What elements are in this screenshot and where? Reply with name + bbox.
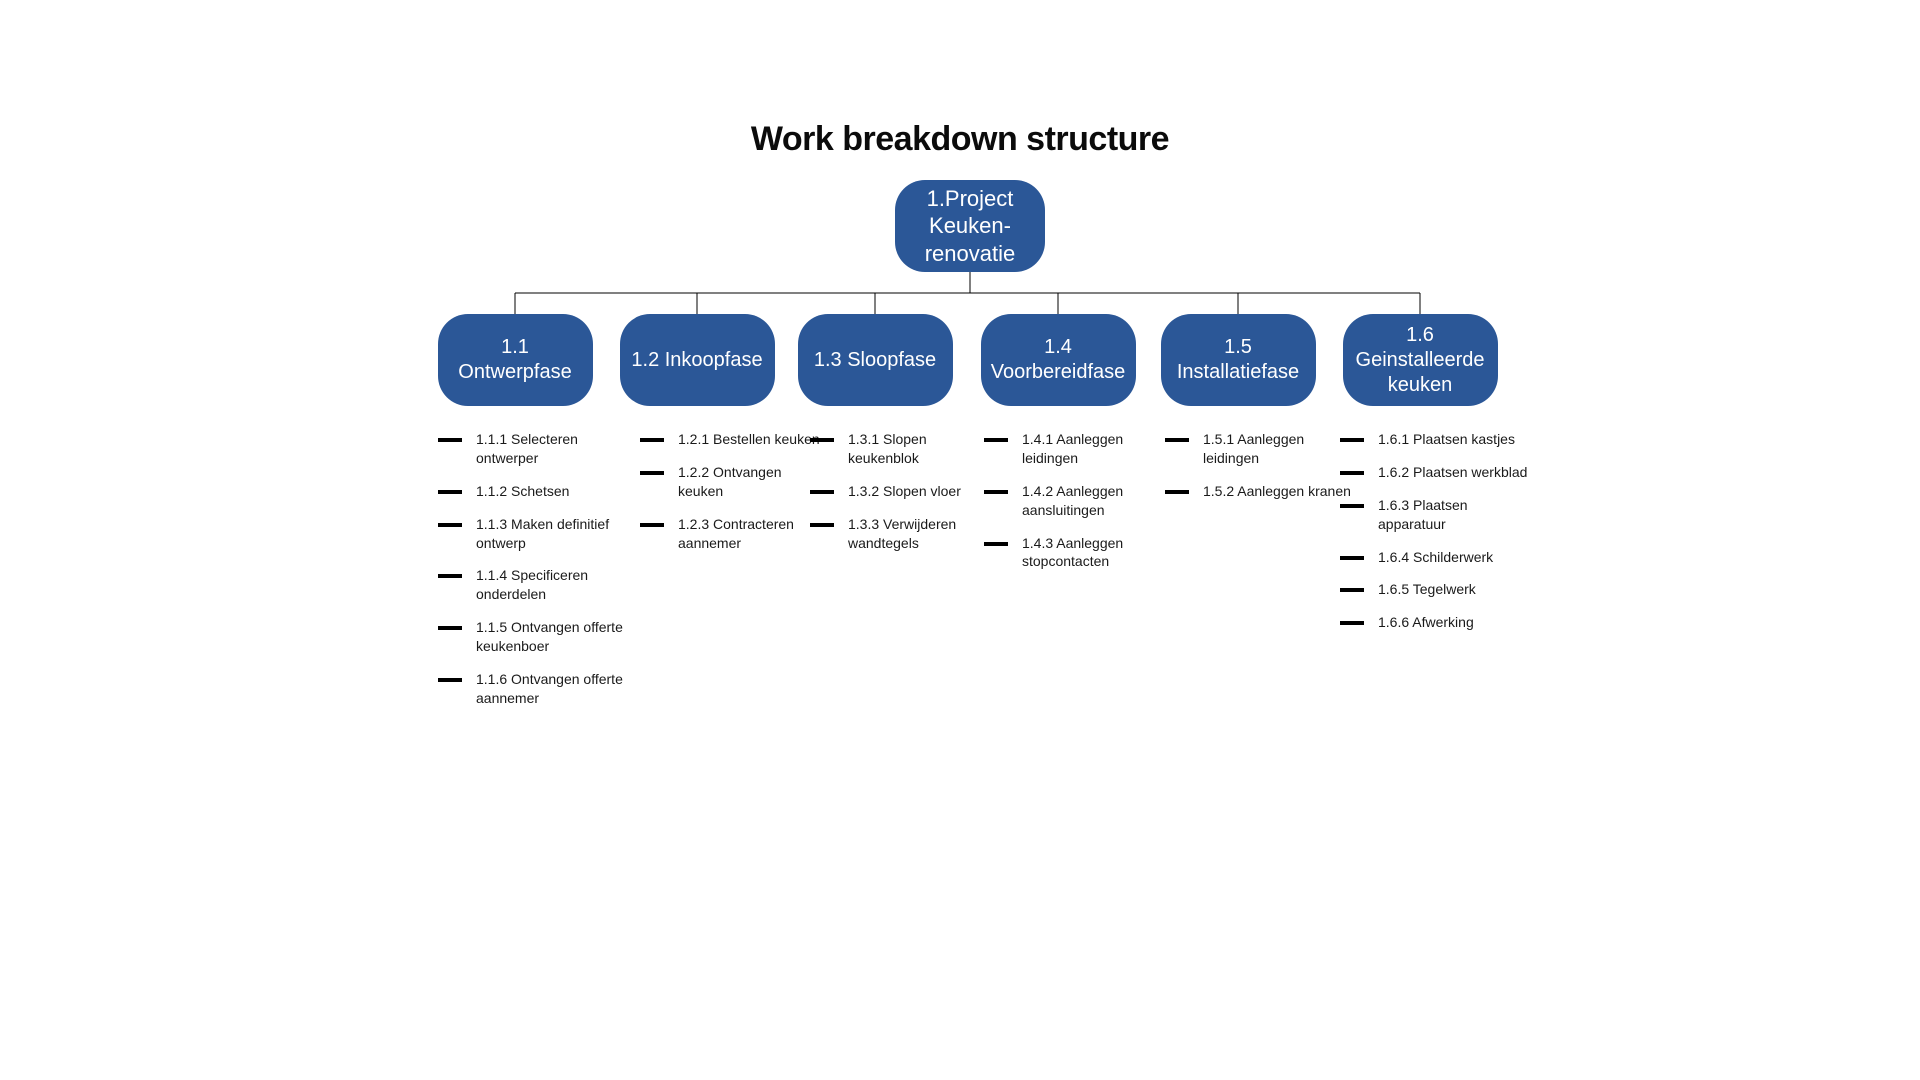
task-row: 1.5.2 Aanleggen kranen xyxy=(1165,482,1355,501)
bullet-icon xyxy=(640,471,664,475)
task-row: 1.4.3 Aanleggen stopcontacten xyxy=(984,534,1174,572)
task-text: 1.2.3 Contracteren aannemer xyxy=(678,515,830,553)
bullet-icon xyxy=(810,490,834,494)
task-text: 1.1.1 Selecteren ontwerper xyxy=(476,430,628,468)
phase-node-1.4: 1.4 Voorbereidfase xyxy=(981,314,1136,406)
task-list-1.5: 1.5.1 Aanleggen leidingen 1.5.2 Aanleggen… xyxy=(1165,430,1355,515)
task-row: 1.2.1 Bestellen keuken xyxy=(640,430,830,449)
task-list-1.6: 1.6.1 Plaatsen kastjes 1.6.2 Plaatsen wer… xyxy=(1340,430,1530,646)
task-text: 1.1.5 Ontvangen offerte keukenboer xyxy=(476,618,628,656)
bullet-icon xyxy=(438,574,462,578)
task-list-1.4: 1.4.1 Aanleggen leidingen 1.4.2 Aanleggen… xyxy=(984,430,1174,585)
task-text: 1.1.2 Schetsen xyxy=(476,482,569,501)
wbs-canvas: Work breakdown structure 1.Project Keuke… xyxy=(240,0,1680,1080)
task-row: 1.3.3 Verwijderen wandtegels xyxy=(810,515,1000,553)
phase-node-label: 1.5 Installatiefase xyxy=(1171,335,1306,385)
task-text: 1.6.1 Plaatsen kastjes xyxy=(1378,430,1515,449)
task-row: 1.4.1 Aanleggen leidingen xyxy=(984,430,1174,468)
task-text: 1.6.4 Schilderwerk xyxy=(1378,548,1493,567)
bullet-icon xyxy=(810,438,834,442)
task-text: 1.2.2 Ontvangen keuken xyxy=(678,463,830,501)
phase-node-label: 1.3 Sloopfase xyxy=(814,348,936,373)
bullet-icon xyxy=(438,438,462,442)
task-row: 1.6.6 Afwerking xyxy=(1340,613,1530,632)
task-text: 1.4.1 Aanleggen leidingen xyxy=(1022,430,1174,468)
task-row: 1.6.3 Plaatsen apparatuur xyxy=(1340,496,1530,534)
root-node-label: 1.Project Keuken-renovatie xyxy=(905,185,1035,268)
task-list-1.1: 1.1.1 Selecteren ontwerper 1.1.2 Schetsen… xyxy=(438,430,628,722)
task-text: 1.2.1 Bestellen keuken xyxy=(678,430,820,449)
bullet-icon xyxy=(1340,588,1364,592)
task-list-1.2: 1.2.1 Bestellen keuken 1.2.2 Ontvangen ke… xyxy=(640,430,830,566)
task-row: 1.2.2 Ontvangen keuken xyxy=(640,463,830,501)
task-row: 1.6.1 Plaatsen kastjes xyxy=(1340,430,1530,449)
task-row: 1.2.3 Contracteren aannemer xyxy=(640,515,830,553)
phase-node-1.3: 1.3 Sloopfase xyxy=(798,314,953,406)
task-row: 1.5.1 Aanleggen leidingen xyxy=(1165,430,1355,468)
bullet-icon xyxy=(1340,504,1364,508)
task-text: 1.5.2 Aanleggen kranen xyxy=(1203,482,1351,501)
phase-node-label: 1.6 Geinstalleerde keuken xyxy=(1353,323,1488,398)
task-text: 1.6.2 Plaatsen werkblad xyxy=(1378,463,1527,482)
bullet-icon xyxy=(640,523,664,527)
phase-node-1.1: 1.1 Ontwerpfase xyxy=(438,314,593,406)
task-row: 1.1.6 Ontvangen offerte aannemer xyxy=(438,670,628,708)
task-row: 1.1.5 Ontvangen offerte keukenboer xyxy=(438,618,628,656)
task-text: 1.1.3 Maken definitief ontwerp xyxy=(476,515,628,553)
task-row: 1.6.2 Plaatsen werkblad xyxy=(1340,463,1530,482)
task-text: 1.3.3 Verwijderen wandtegels xyxy=(848,515,1000,553)
bullet-icon xyxy=(1165,438,1189,442)
bullet-icon xyxy=(1165,490,1189,494)
phase-node-label: 1.1 Ontwerpfase xyxy=(448,335,583,385)
task-row: 1.6.5 Tegelwerk xyxy=(1340,580,1530,599)
task-row: 1.1.3 Maken definitief ontwerp xyxy=(438,515,628,553)
task-row: 1.3.2 Slopen vloer xyxy=(810,482,1000,501)
root-node: 1.Project Keuken-renovatie xyxy=(895,180,1045,272)
task-text: 1.6.3 Plaatsen apparatuur xyxy=(1378,496,1530,534)
phase-node-1.2: 1.2 Inkoopfase xyxy=(620,314,775,406)
bullet-icon xyxy=(1340,438,1364,442)
task-row: 1.1.1 Selecteren ontwerper xyxy=(438,430,628,468)
task-text: 1.3.2 Slopen vloer xyxy=(848,482,961,501)
task-row: 1.3.1 Slopen keukenblok xyxy=(810,430,1000,468)
bullet-icon xyxy=(984,490,1008,494)
bullet-icon xyxy=(438,490,462,494)
bullet-icon xyxy=(1340,471,1364,475)
task-text: 1.4.3 Aanleggen stopcontacten xyxy=(1022,534,1174,572)
phase-node-label: 1.2 Inkoopfase xyxy=(631,348,762,373)
diagram-title: Work breakdown structure xyxy=(240,120,1680,159)
bullet-icon xyxy=(984,438,1008,442)
bullet-icon xyxy=(984,542,1008,546)
bullet-icon xyxy=(810,523,834,527)
task-row: 1.6.4 Schilderwerk xyxy=(1340,548,1530,567)
task-row: 1.4.2 Aanleggen aansluitingen xyxy=(984,482,1174,520)
bullet-icon xyxy=(1340,621,1364,625)
bullet-icon xyxy=(640,438,664,442)
task-text: 1.5.1 Aanleggen leidingen xyxy=(1203,430,1355,468)
task-text: 1.1.6 Ontvangen offerte aannemer xyxy=(476,670,628,708)
task-text: 1.6.5 Tegelwerk xyxy=(1378,580,1476,599)
bullet-icon xyxy=(438,626,462,630)
task-list-1.3: 1.3.1 Slopen keukenblok 1.3.2 Slopen vloe… xyxy=(810,430,1000,566)
bullet-icon xyxy=(438,523,462,527)
phase-node-1.5: 1.5 Installatiefase xyxy=(1161,314,1316,406)
task-text: 1.1.4 Specificeren onderdelen xyxy=(476,566,628,604)
bullet-icon xyxy=(438,678,462,682)
bullet-icon xyxy=(1340,556,1364,560)
task-text: 1.3.1 Slopen keukenblok xyxy=(848,430,1000,468)
phase-node-1.6: 1.6 Geinstalleerde keuken xyxy=(1343,314,1498,406)
phase-node-label: 1.4 Voorbereidfase xyxy=(991,335,1126,385)
task-row: 1.1.4 Specificeren onderdelen xyxy=(438,566,628,604)
task-text: 1.6.6 Afwerking xyxy=(1378,613,1474,632)
task-row: 1.1.2 Schetsen xyxy=(438,482,628,501)
task-text: 1.4.2 Aanleggen aansluitingen xyxy=(1022,482,1174,520)
